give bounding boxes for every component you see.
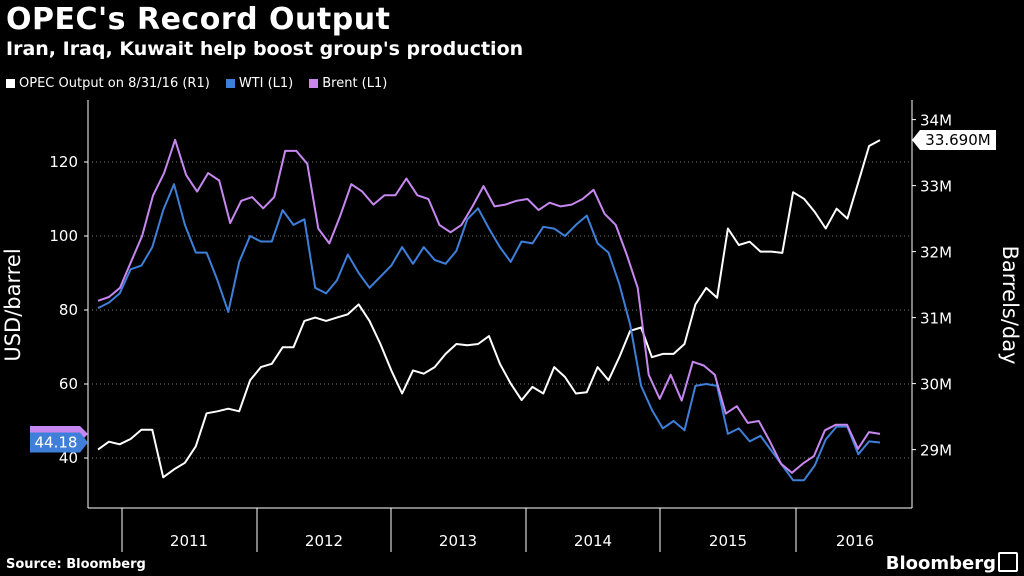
legend: OPEC Output on 8/31/16 (R1) WTI (L1) Bre… <box>6 76 387 91</box>
left-axis-title: USD/barrel <box>1 248 25 361</box>
chart-subtitle: Iran, Iraq, Kuwait help boost group's pr… <box>6 38 524 60</box>
left-tick-label: 100 <box>49 227 78 245</box>
x-tick-label: 2015 <box>709 532 747 550</box>
legend-item-opec: OPEC Output on 8/31/16 (R1) <box>6 76 210 91</box>
legend-swatch-wti <box>225 79 235 88</box>
wti-end-label: 44.18 <box>35 434 78 452</box>
legend-swatch-brent <box>309 79 319 88</box>
legend-item-brent: Brent (L1) <box>309 76 387 91</box>
x-tick-label: 2012 <box>305 532 343 550</box>
x-tick-label: 2013 <box>439 532 477 550</box>
series-line-wti <box>97 183 881 482</box>
left-tick-label: 40 <box>59 449 78 467</box>
right-tick-label: 32M <box>920 244 952 262</box>
left-tick-label: 120 <box>49 153 78 171</box>
right-tick-label: 33M <box>920 178 952 196</box>
chart-title: OPEC's Record Output <box>6 2 391 37</box>
wti-end-flag <box>30 432 88 453</box>
x-tick-label: 2016 <box>836 532 874 550</box>
right-tick-label: 34M <box>920 112 952 130</box>
left-tick-label: 60 <box>59 375 78 393</box>
left-tick-label: 80 <box>59 301 78 319</box>
x-tick-label: 2011 <box>170 532 208 550</box>
right-axis-title: Barrels/day <box>998 245 1022 364</box>
series-line-brent <box>97 138 881 474</box>
right-tick-label: 29M <box>920 442 952 460</box>
legend-label-wti: WTI (L1) <box>238 76 294 91</box>
brand-logo-text: Bloomberg <box>885 553 996 574</box>
right-tick-label: 30M <box>920 376 952 394</box>
legend-label-brent: Brent (L1) <box>322 76 388 91</box>
source-note: Source: Bloomberg <box>6 557 146 572</box>
x-tick-label: 2014 <box>574 532 612 550</box>
legend-swatch-opec <box>6 79 15 88</box>
opec-end-label: 33.690M <box>925 131 990 149</box>
legend-item-wti: WTI (L1) <box>225 76 294 91</box>
opec-end-flag <box>912 130 996 151</box>
right-tick-label: 31M <box>920 310 952 328</box>
legend-label-opec: OPEC Output on 8/31/16 (R1) <box>19 76 210 91</box>
bloomberg-logo-icon <box>998 552 1018 572</box>
series-line-opec <box>97 139 881 479</box>
